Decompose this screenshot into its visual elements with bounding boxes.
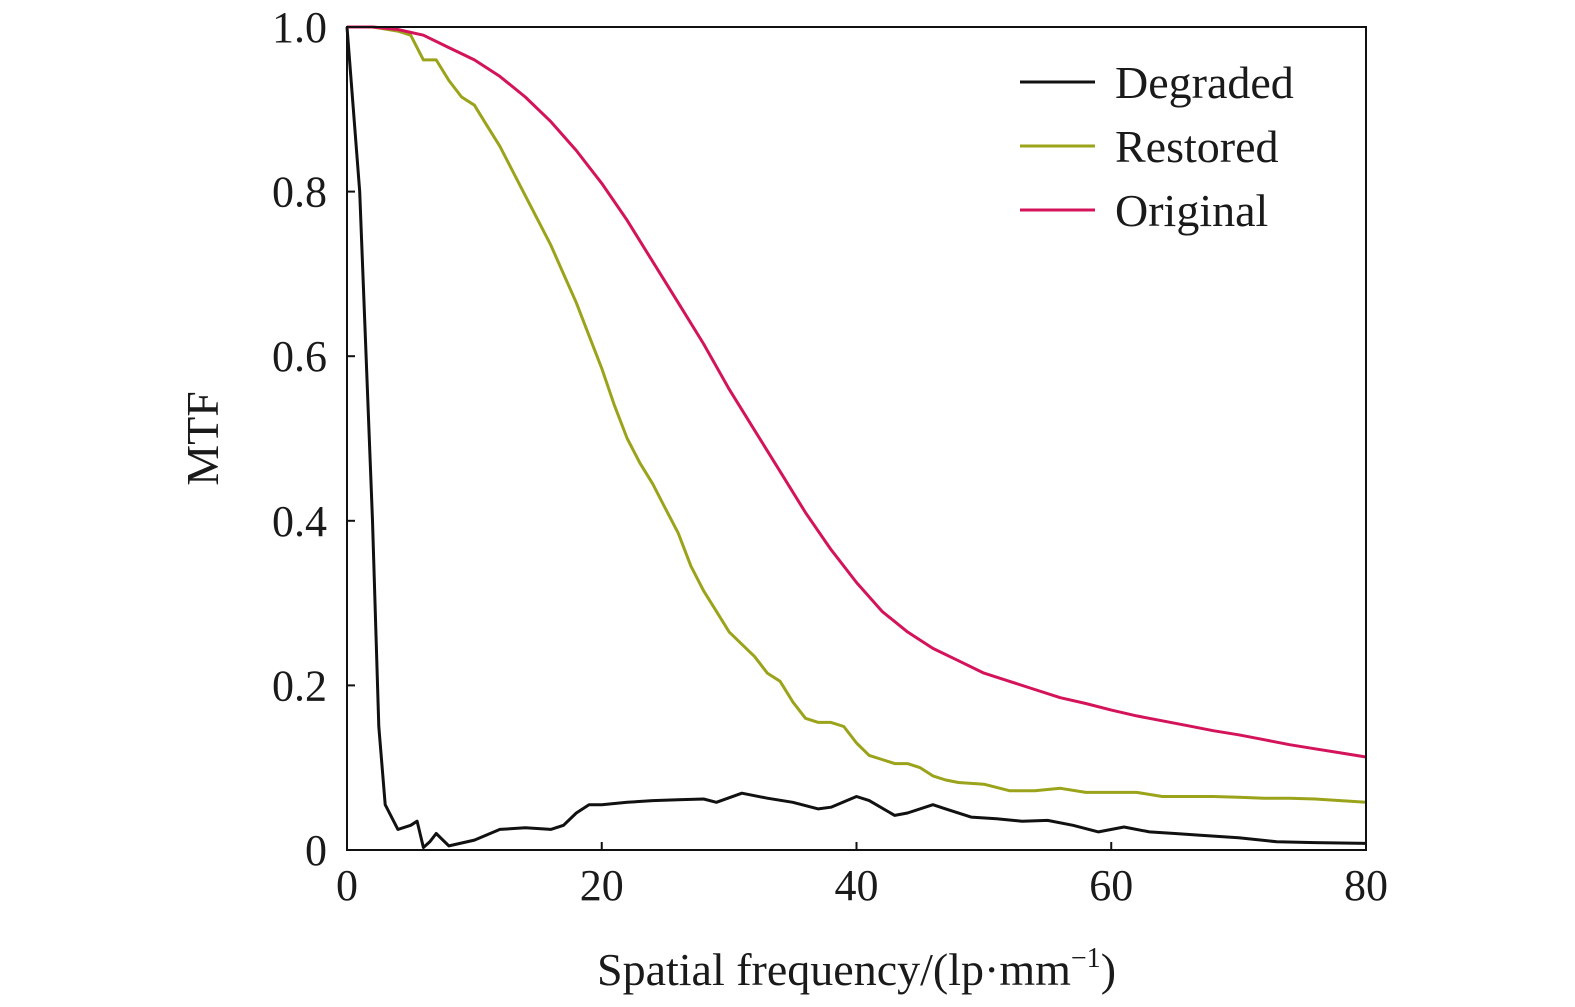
series-layer bbox=[345, 25, 1367, 849]
x-axis-title-sup: −1 bbox=[1071, 943, 1101, 974]
series-line-original bbox=[347, 25, 1367, 759]
y-tick-label: 0.8 bbox=[272, 168, 327, 217]
legend-label-restored: Restored bbox=[1115, 121, 1279, 172]
x-tick-label: 0 bbox=[336, 861, 358, 910]
x-tick-label: 80 bbox=[1344, 861, 1388, 910]
y-axis-title: MTF bbox=[177, 391, 228, 486]
y-tick-label: 1.0 bbox=[272, 3, 327, 52]
y-tick-label: 0.2 bbox=[272, 661, 327, 710]
y-tick-label: 0.6 bbox=[272, 332, 327, 381]
x-axis-title: Spatial frequency/(lp·mm−1) bbox=[597, 943, 1116, 995]
legend: Degraded Restored Original bbox=[1020, 57, 1294, 236]
series-line-restored bbox=[347, 25, 1367, 804]
x-tick-label: 40 bbox=[835, 861, 879, 910]
ticks-layer: 0 20 40 60 80 0 0.2 0.4 0.6 0.8 1.0 bbox=[272, 3, 1388, 910]
x-axis-title-main: Spatial frequency/(lp·mm bbox=[597, 944, 1071, 995]
x-tick-label: 60 bbox=[1089, 861, 1133, 910]
x-axis-title-tail: ) bbox=[1101, 944, 1116, 995]
y-tick-label: 0.4 bbox=[272, 497, 327, 546]
x-tick-label: 20 bbox=[580, 861, 624, 910]
series-line-degraded bbox=[345, 26, 1367, 849]
y-tick-label: 0 bbox=[305, 826, 327, 875]
legend-label-original: Original bbox=[1115, 185, 1268, 236]
legend-label-degraded: Degraded bbox=[1115, 57, 1294, 108]
